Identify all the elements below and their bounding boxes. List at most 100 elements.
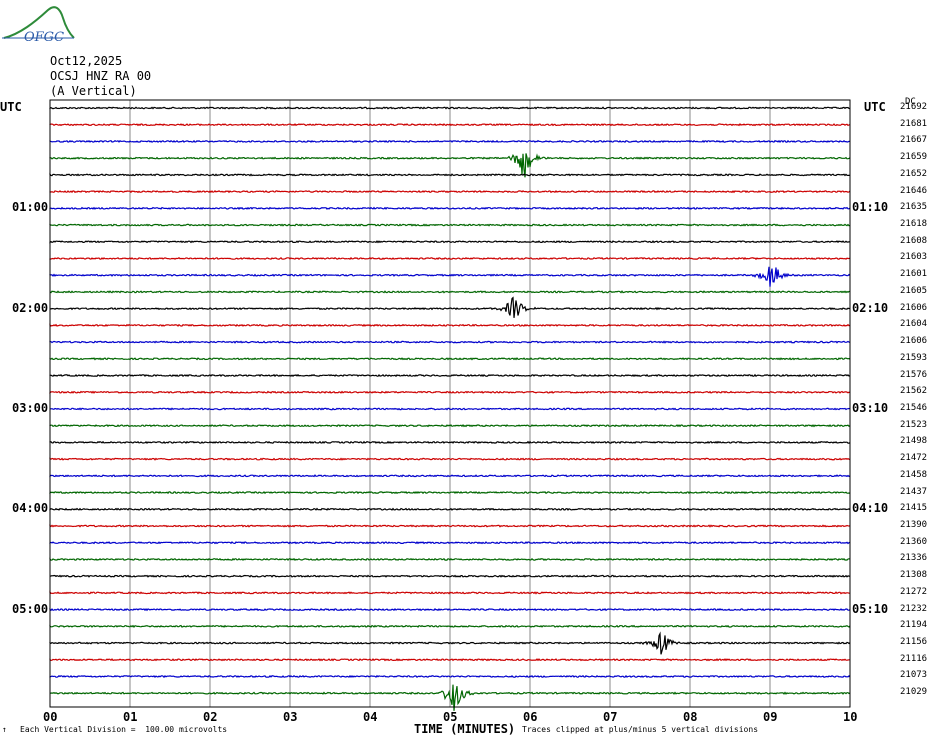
dc-offset-label: 21562 [900,386,928,397]
left-time-label: 04:00 [12,501,49,516]
dc-offset-label: 21692 [900,102,928,112]
x-tick-label: 05 [443,710,458,724]
trace-row-34 [49,674,851,679]
trace-row-29 [49,590,850,595]
trace-row-31 [49,624,851,628]
trace-row-26 [49,541,851,545]
dc-offset-label: 21667 [900,135,928,146]
trace-row-32 [49,631,851,655]
dc-offset-label: 21606 [900,302,928,313]
logo-text: OFGC [24,30,64,45]
plot-frame [49,99,851,708]
trace-row-4 [49,172,851,177]
dc-offset-label: 21593 [900,352,928,363]
x-tick-label: 09 [763,710,778,724]
trace-row-25 [49,524,851,528]
trace-row-15 [49,357,851,361]
x-tick-label: 10 [843,710,858,724]
dc-offset-label: 21390 [900,520,928,530]
trace-row-5 [49,189,851,194]
trace-row-7 [49,223,851,227]
seismic-traces [49,106,851,711]
trace-row-11 [49,290,851,294]
dc-offset-label: 21360 [900,536,928,547]
x-tick-label: 07 [603,710,618,724]
dc-offset-label: 21604 [900,319,928,330]
right-time-label: 02:10 [852,300,889,315]
dc-offset-label: 21652 [900,168,928,179]
trace-row-9 [49,256,851,261]
x-axis-title: TIME (MINUTES) [414,722,516,736]
trace-row-20 [49,440,851,445]
left-time-label: 03:00 [12,400,49,415]
x-tick-label: 01 [123,710,138,724]
trace-row-30 [49,607,851,612]
dc-offset-label: 21156 [900,637,928,648]
dc-offset-label: 21272 [900,586,928,597]
left-axis-title: UTC [0,100,22,114]
dc-offset-label: 21498 [900,436,928,447]
dc-offset-label: 21576 [900,369,928,380]
trace-row-2 [49,139,850,144]
trace-row-0 [49,106,851,110]
trace-row-35 [49,684,851,711]
dc-offset-label: 21659 [900,152,928,163]
trace-row-13 [49,323,851,328]
component-label: (A Vertical) [50,84,137,98]
dc-offset-label: 21681 [900,118,928,129]
trace-row-18 [49,407,851,411]
trace-row-17 [49,390,851,394]
trace-row-10 [49,266,851,287]
footer-left-mark: ↑ [2,725,7,734]
ofgc-logo: OFGC [2,6,75,45]
division-note: Each Vertical Division = 100.00 microvol… [20,725,228,734]
trace-row-33 [49,658,850,662]
x-tick-label: 06 [523,710,538,724]
dc-offset-label: 21546 [900,402,928,413]
dc-offset-label: 21073 [900,670,928,681]
trace-row-12 [49,296,851,318]
left-time-label: 05:00 [12,601,49,616]
dc-header: DC [905,97,916,107]
station-label: OCSJ HNZ RA 00 [50,69,152,83]
left-time-label: 02:00 [12,300,49,315]
x-tick-label: 08 [683,710,698,724]
right-time-label: 04:10 [852,501,889,516]
right-time-label: 01:10 [852,200,889,215]
x-tick-label: 00 [43,710,58,724]
trace-row-16 [49,373,851,378]
trace-row-28 [49,574,851,578]
trace-row-24 [49,507,851,511]
right-time-label: 05:10 [852,601,889,616]
dc-offset-label: 21458 [900,469,928,480]
dc-offset-label: 21635 [900,202,928,213]
trace-row-19 [49,424,851,428]
dc-offset-label: 21194 [900,620,928,631]
dc-offset-label: 21336 [900,553,928,564]
dc-offset-label: 21618 [900,219,928,230]
x-tick-label: 02 [203,710,218,724]
trace-row-8 [49,240,851,244]
left-time-label: 01:00 [12,200,49,215]
dc-offset-label: 21601 [900,269,928,280]
right-axis-title: UTC [864,100,886,114]
trace-row-14 [49,340,851,344]
trace-row-27 [49,557,851,562]
x-tick-label: 03 [283,710,298,724]
trace-row-6 [49,206,851,210]
dc-offset-label: 21605 [900,285,928,296]
dc-offset-label: 21308 [900,570,928,581]
trace-row-23 [49,490,851,495]
dc-offset-label: 21116 [900,653,928,664]
trace-row-3 [49,153,851,178]
dc-offset-label: 21646 [900,185,928,196]
right-time-label: 03:10 [852,400,889,415]
grid [129,100,771,707]
dc-offset-label: 21523 [900,419,928,430]
trace-row-22 [49,474,851,478]
date-label: Oct12,2025 [50,54,123,68]
dc-offset-label: 21232 [900,603,928,614]
dc-offset-label: 21415 [900,503,928,514]
trace-row-1 [49,123,851,127]
